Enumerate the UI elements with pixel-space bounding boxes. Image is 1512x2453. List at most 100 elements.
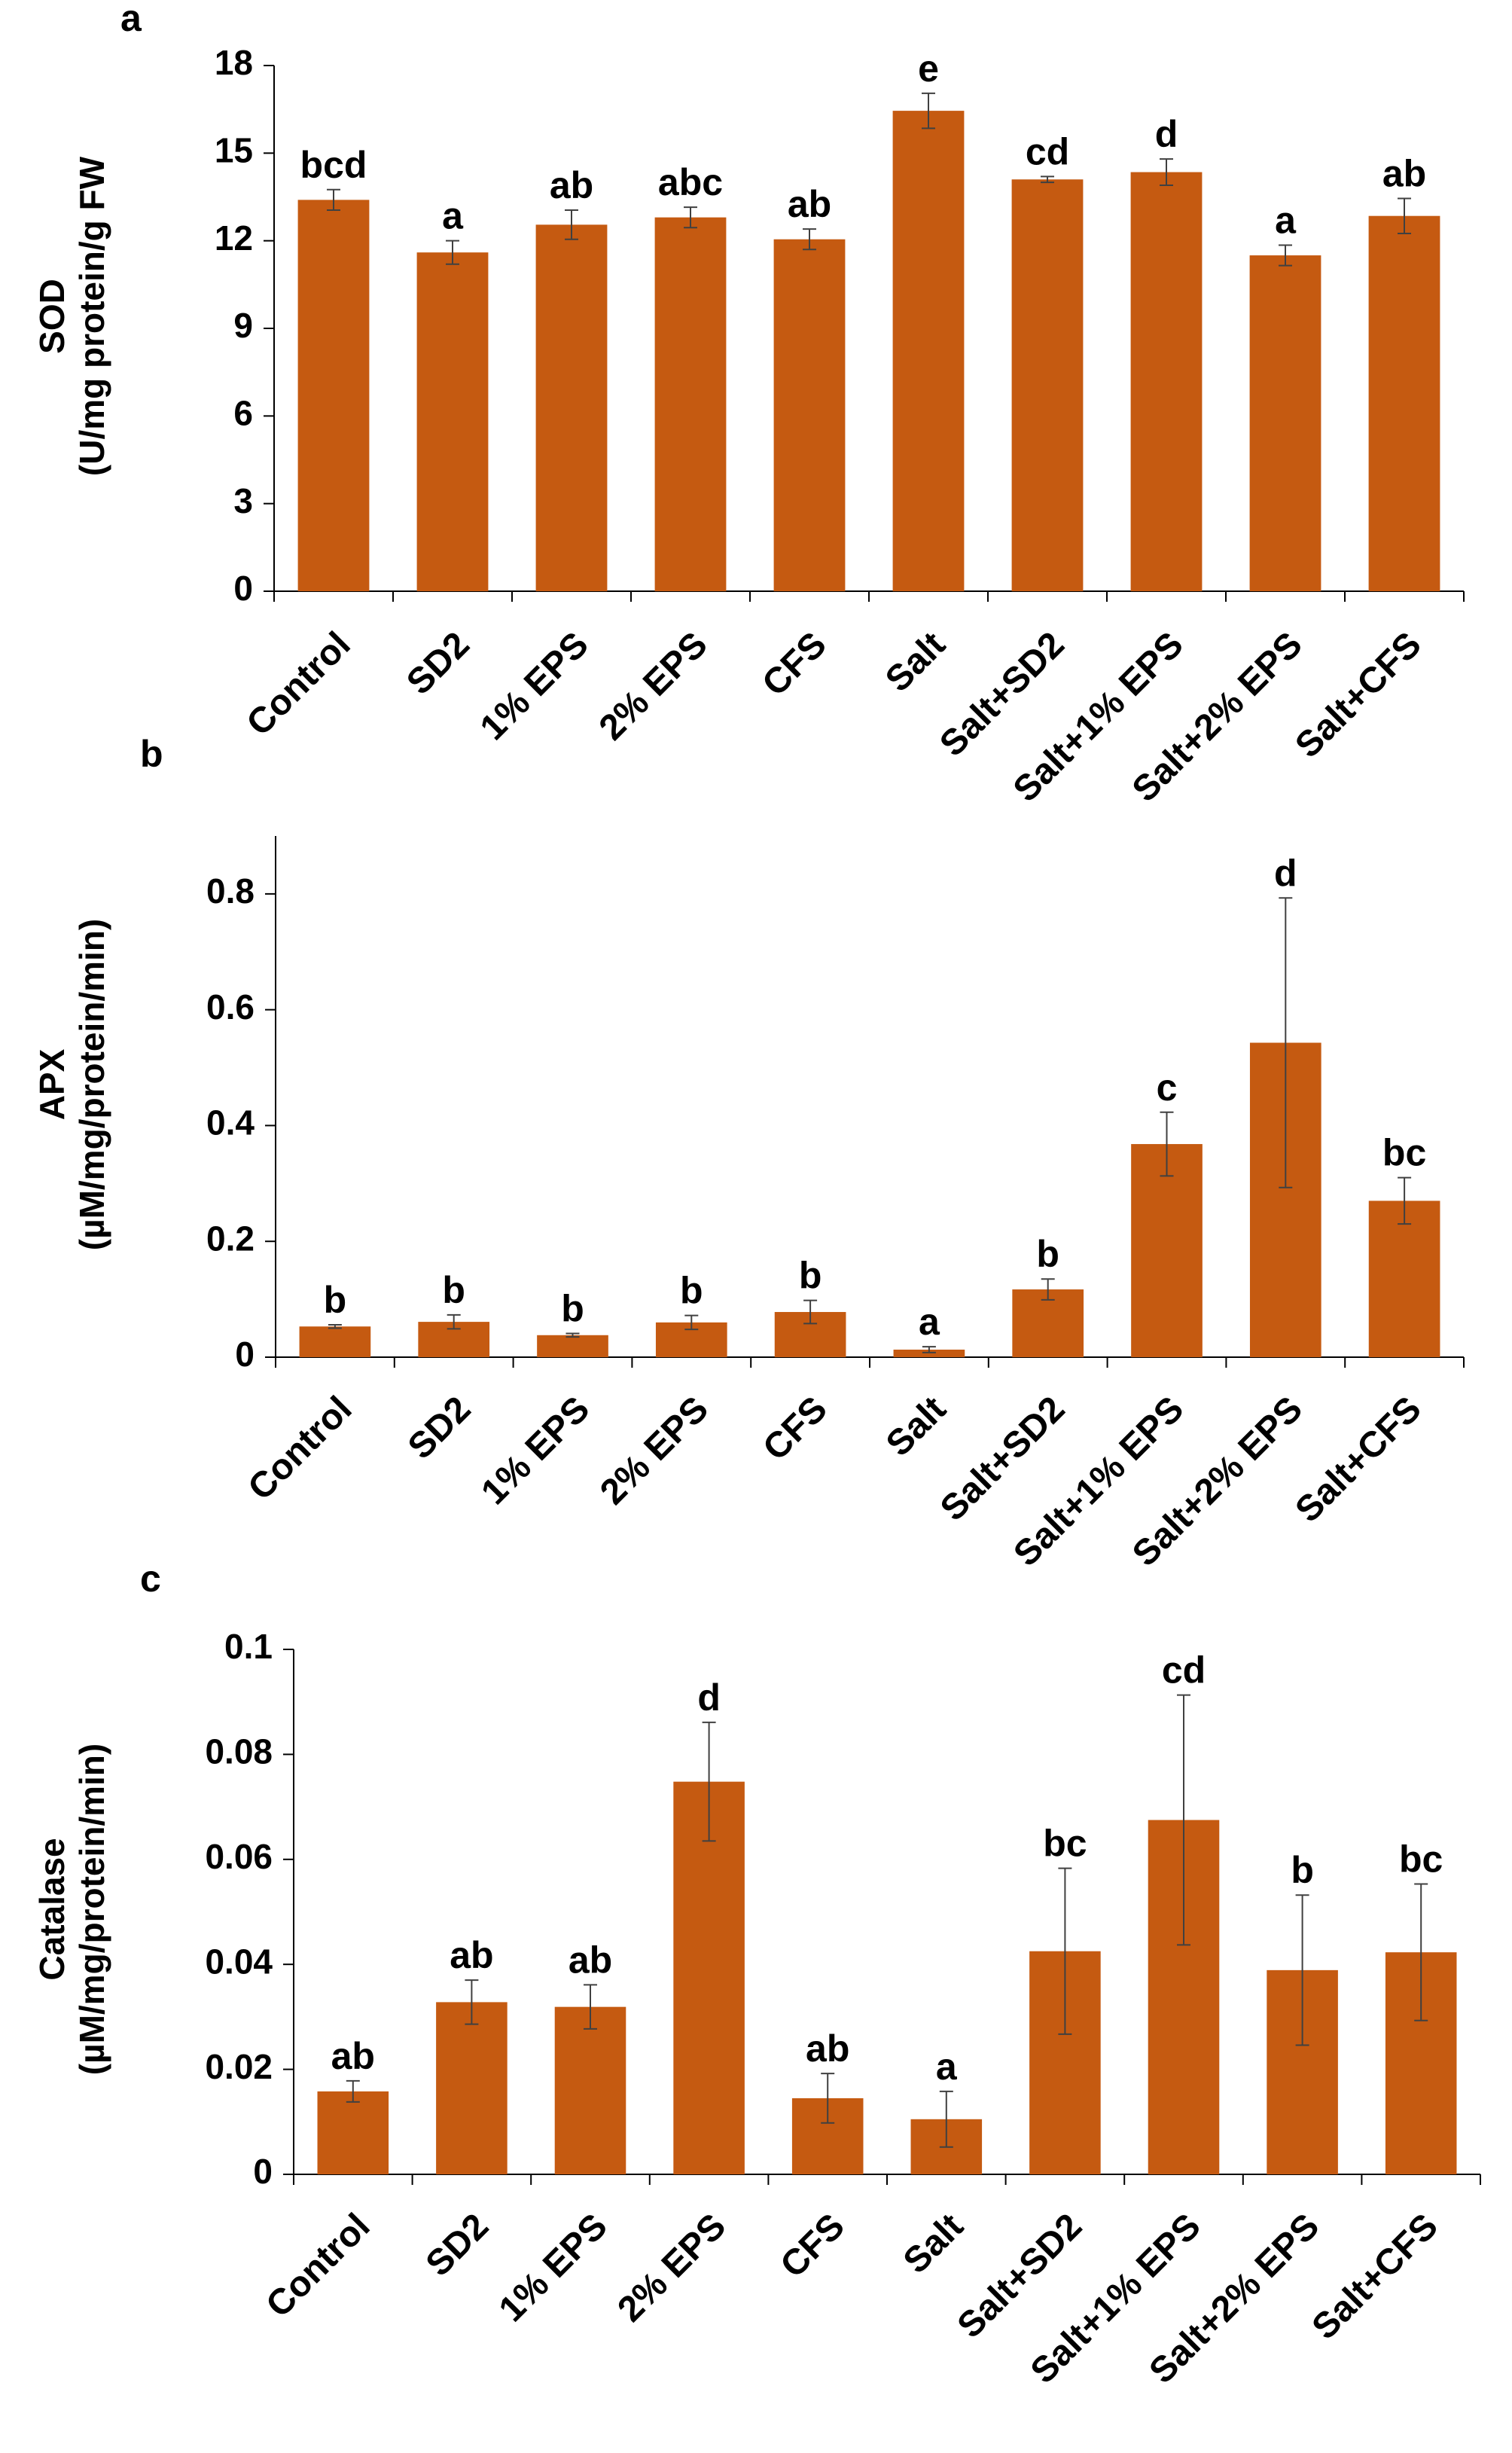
y-tick-label: 0.6 [206,987,255,1027]
panel-letter: c [140,1558,161,1600]
significance-label: ab [806,2027,849,2070]
y-tick-label: 0.1 [224,1627,273,1666]
y-tick-label: 6 [233,393,253,432]
significance-label: bc [1399,1838,1443,1881]
significance-label: ab [1382,152,1426,194]
category-label: Salt+CFS [1288,1389,1428,1530]
chart-panel-c: c Catalase(µM/mg/protein/min) 0 0.02 0.04 0.0… [32,1558,1481,2391]
y-tick-label: 0 [235,1335,255,1374]
category-label: CFS [754,624,834,703]
y-axis-title: APX(µM/mg/protein/min) [32,919,111,1250]
y-tick-label: 0.2 [206,1219,255,1258]
y-axis-title-line1: Catalase [32,1838,72,1980]
category-label: Salt [879,1389,954,1464]
category-label: SD2 [401,1389,479,1467]
category-label: Control [239,624,358,743]
y-axis-title-line2: (U/mg protein/g FW [72,156,111,476]
y-axis-title-line2: (µM/mg/protein/min) [72,919,111,1250]
bar-a-4 [773,239,846,591]
y-axis-title: SOD(U/mg protein/g FW [32,156,111,476]
significance-label: e [918,47,939,90]
category-label: Salt+CFS [1305,2206,1446,2347]
bar-b-6 [1012,1289,1084,1357]
bar-a-0 [297,200,370,591]
category-label: Control [258,2206,377,2325]
bar-a-7 [1130,172,1203,592]
y-axis-title-line2: (µM/mg/protein/min) [72,1744,111,2075]
significance-label: ab [788,183,831,225]
y-tick-label: 0.8 [206,871,255,911]
bar-c-2 [554,2006,626,2174]
bar-a-6 [1011,179,1084,591]
bar-c-3 [673,1781,745,2174]
significance-label: d [1155,113,1178,155]
category-label: 1% EPS [492,2206,615,2329]
significance-label: b [1291,1849,1314,1891]
category-label: SD2 [419,2206,497,2284]
y-tick-label: 18 [215,43,253,82]
significance-label: c [1157,1066,1178,1109]
bar-b-0 [299,1326,371,1357]
category-label: Salt+CFS [1288,624,1428,765]
significance-label: bc [1043,1823,1087,1865]
significance-label: cd [1162,1649,1206,1692]
bar-c-1 [436,2002,508,2174]
category-label: CFS [773,2206,852,2285]
category-label: CFS [755,1389,834,1468]
y-tick-label: 9 [233,306,253,345]
bar-b-5 [893,1350,965,1357]
significance-label: d [697,1677,721,1719]
y-tick-label: 0 [253,2152,273,2191]
significance-label: a [936,2046,958,2088]
significance-label: bcd [300,144,367,186]
y-tick-label: 12 [215,218,253,258]
significance-label: abc [658,161,723,203]
significance-label: d [1274,852,1297,894]
bar-a-2 [535,224,608,591]
significance-label: b [799,1255,822,1297]
significance-label: ab [569,1939,612,1981]
category-label: 2% EPS [593,1389,716,1512]
y-tick-label: 0.08 [205,1732,273,1771]
bar-b-2 [537,1335,608,1357]
category-label: 2% EPS [610,2206,733,2329]
significance-label: a [442,195,464,237]
category-label: SD2 [399,624,477,703]
y-tick-label: 0.06 [205,1837,273,1876]
category-label: 2% EPS [592,624,715,748]
panel-letter: b [140,733,163,775]
y-tick-label: 15 [215,130,253,169]
significance-label: ab [331,2035,375,2077]
y-axis-title-line1: SOD [32,279,72,354]
y-axis-title-line1: APX [32,1048,72,1120]
bar-a-3 [654,217,727,591]
y-tick-label: 0.02 [205,2047,273,2086]
significance-label: ab [550,164,593,206]
significance-label: b [680,1270,703,1312]
bar-b-7 [1131,1144,1203,1357]
significance-label: b [561,1287,584,1329]
y-tick-label: 0.04 [205,1942,273,1981]
bar-a-8 [1249,255,1321,591]
bar-a-5 [892,111,965,591]
category-label: 1% EPS [473,624,596,748]
category-label: Control [241,1389,360,1508]
significance-label: cd [1026,130,1069,172]
bar-a-1 [416,252,489,591]
panel-letter: a [120,0,142,39]
significance-label: b [1036,1233,1059,1275]
significance-label: b [324,1279,347,1321]
y-tick-label: 3 [233,481,253,520]
bar-b-9 [1368,1201,1440,1357]
y-axis-title: Catalase(µM/mg/protein/min) [32,1744,111,2075]
category-label: Salt [896,2206,971,2281]
bar-c-0 [317,2091,389,2174]
category-label: Salt [878,624,953,700]
chart-panel-b: b APX(µM/mg/protein/min) 0 0.2 0.4 0.6 0.8 b Con… [32,733,1465,1574]
category-label: 1% EPS [474,1389,597,1512]
bar-a-9 [1368,215,1440,591]
significance-label: a [919,1301,940,1343]
significance-label: bc [1382,1132,1426,1174]
